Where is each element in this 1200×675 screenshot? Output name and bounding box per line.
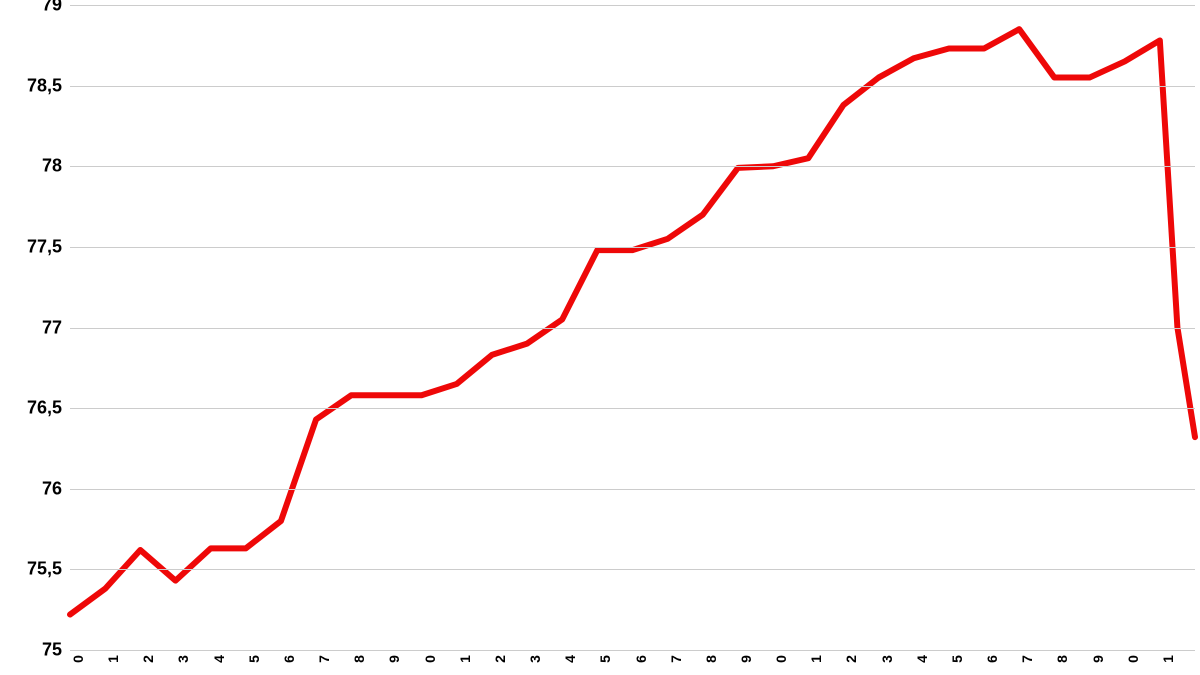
- x-tick-label: 6: [281, 655, 297, 663]
- x-tick-label: 0: [70, 655, 86, 663]
- x-tick-label: 7: [1019, 655, 1035, 663]
- gridline: [70, 86, 1195, 87]
- y-tick-label: 75: [42, 640, 62, 661]
- data-line: [70, 29, 1195, 614]
- x-tick-label: 3: [527, 655, 543, 663]
- line-chart: 7575,57676,57777,57878,579 0123456789012…: [0, 0, 1200, 675]
- x-tick-label: 0: [773, 655, 789, 663]
- y-tick-label: 78: [42, 156, 62, 177]
- x-tick-label: 0: [1125, 655, 1141, 663]
- gridline: [70, 569, 1195, 570]
- x-tick-label: 8: [703, 655, 719, 663]
- gridline: [70, 489, 1195, 490]
- gridline: [70, 247, 1195, 248]
- y-tick-label: 75,5: [27, 559, 62, 580]
- y-tick-label: 78,5: [27, 75, 62, 96]
- y-tick-label: 76,5: [27, 398, 62, 419]
- x-tick-label: 2: [492, 655, 508, 663]
- x-tick-label: 5: [246, 655, 262, 663]
- x-tick-label: 7: [668, 655, 684, 663]
- x-tick-label: 3: [879, 655, 895, 663]
- x-tick-label: 3: [175, 655, 191, 663]
- x-tick-label: 1: [1160, 655, 1176, 663]
- plot-area: [70, 5, 1195, 650]
- y-tick-label: 77: [42, 317, 62, 338]
- x-tick-label: 1: [105, 655, 121, 663]
- y-tick-label: 77,5: [27, 236, 62, 257]
- x-tick-label: 2: [843, 655, 859, 663]
- x-tick-label: 9: [386, 655, 402, 663]
- x-tick-label: 2: [140, 655, 156, 663]
- gridline: [70, 408, 1195, 409]
- x-tick-label: 5: [597, 655, 613, 663]
- gridline: [70, 5, 1195, 6]
- x-tick-label: 8: [351, 655, 367, 663]
- gridline: [70, 328, 1195, 329]
- x-tick-label: 4: [914, 655, 930, 663]
- y-axis: 75 75,5 76 76,5 77 77,5 78 78,5 79: [0, 0, 70, 675]
- x-tick-label: 5: [949, 655, 965, 663]
- gridline: [70, 166, 1195, 167]
- x-tick-label: 6: [984, 655, 1000, 663]
- x-tick-label: 1: [457, 655, 473, 663]
- x-tick-label: 7: [316, 655, 332, 663]
- x-tick-label: 6: [633, 655, 649, 663]
- x-axis: 0 1 2 3 4 5 6 7 8 9 0 1 2 3 4 5 6 7 8 9 0 1 2 3 4 5 6 7 8 9 0 1: [70, 650, 1195, 675]
- x-tick-label: 9: [1090, 655, 1106, 663]
- x-tick-label: 1: [808, 655, 824, 663]
- x-tick-label: 0: [422, 655, 438, 663]
- x-tick-label: 4: [211, 655, 227, 663]
- y-tick-label: 76: [42, 478, 62, 499]
- x-tick-label: 4: [562, 655, 578, 663]
- x-tick-label: 9: [738, 655, 754, 663]
- x-tick-label: 8: [1054, 655, 1070, 663]
- y-tick-label: 79: [42, 0, 62, 16]
